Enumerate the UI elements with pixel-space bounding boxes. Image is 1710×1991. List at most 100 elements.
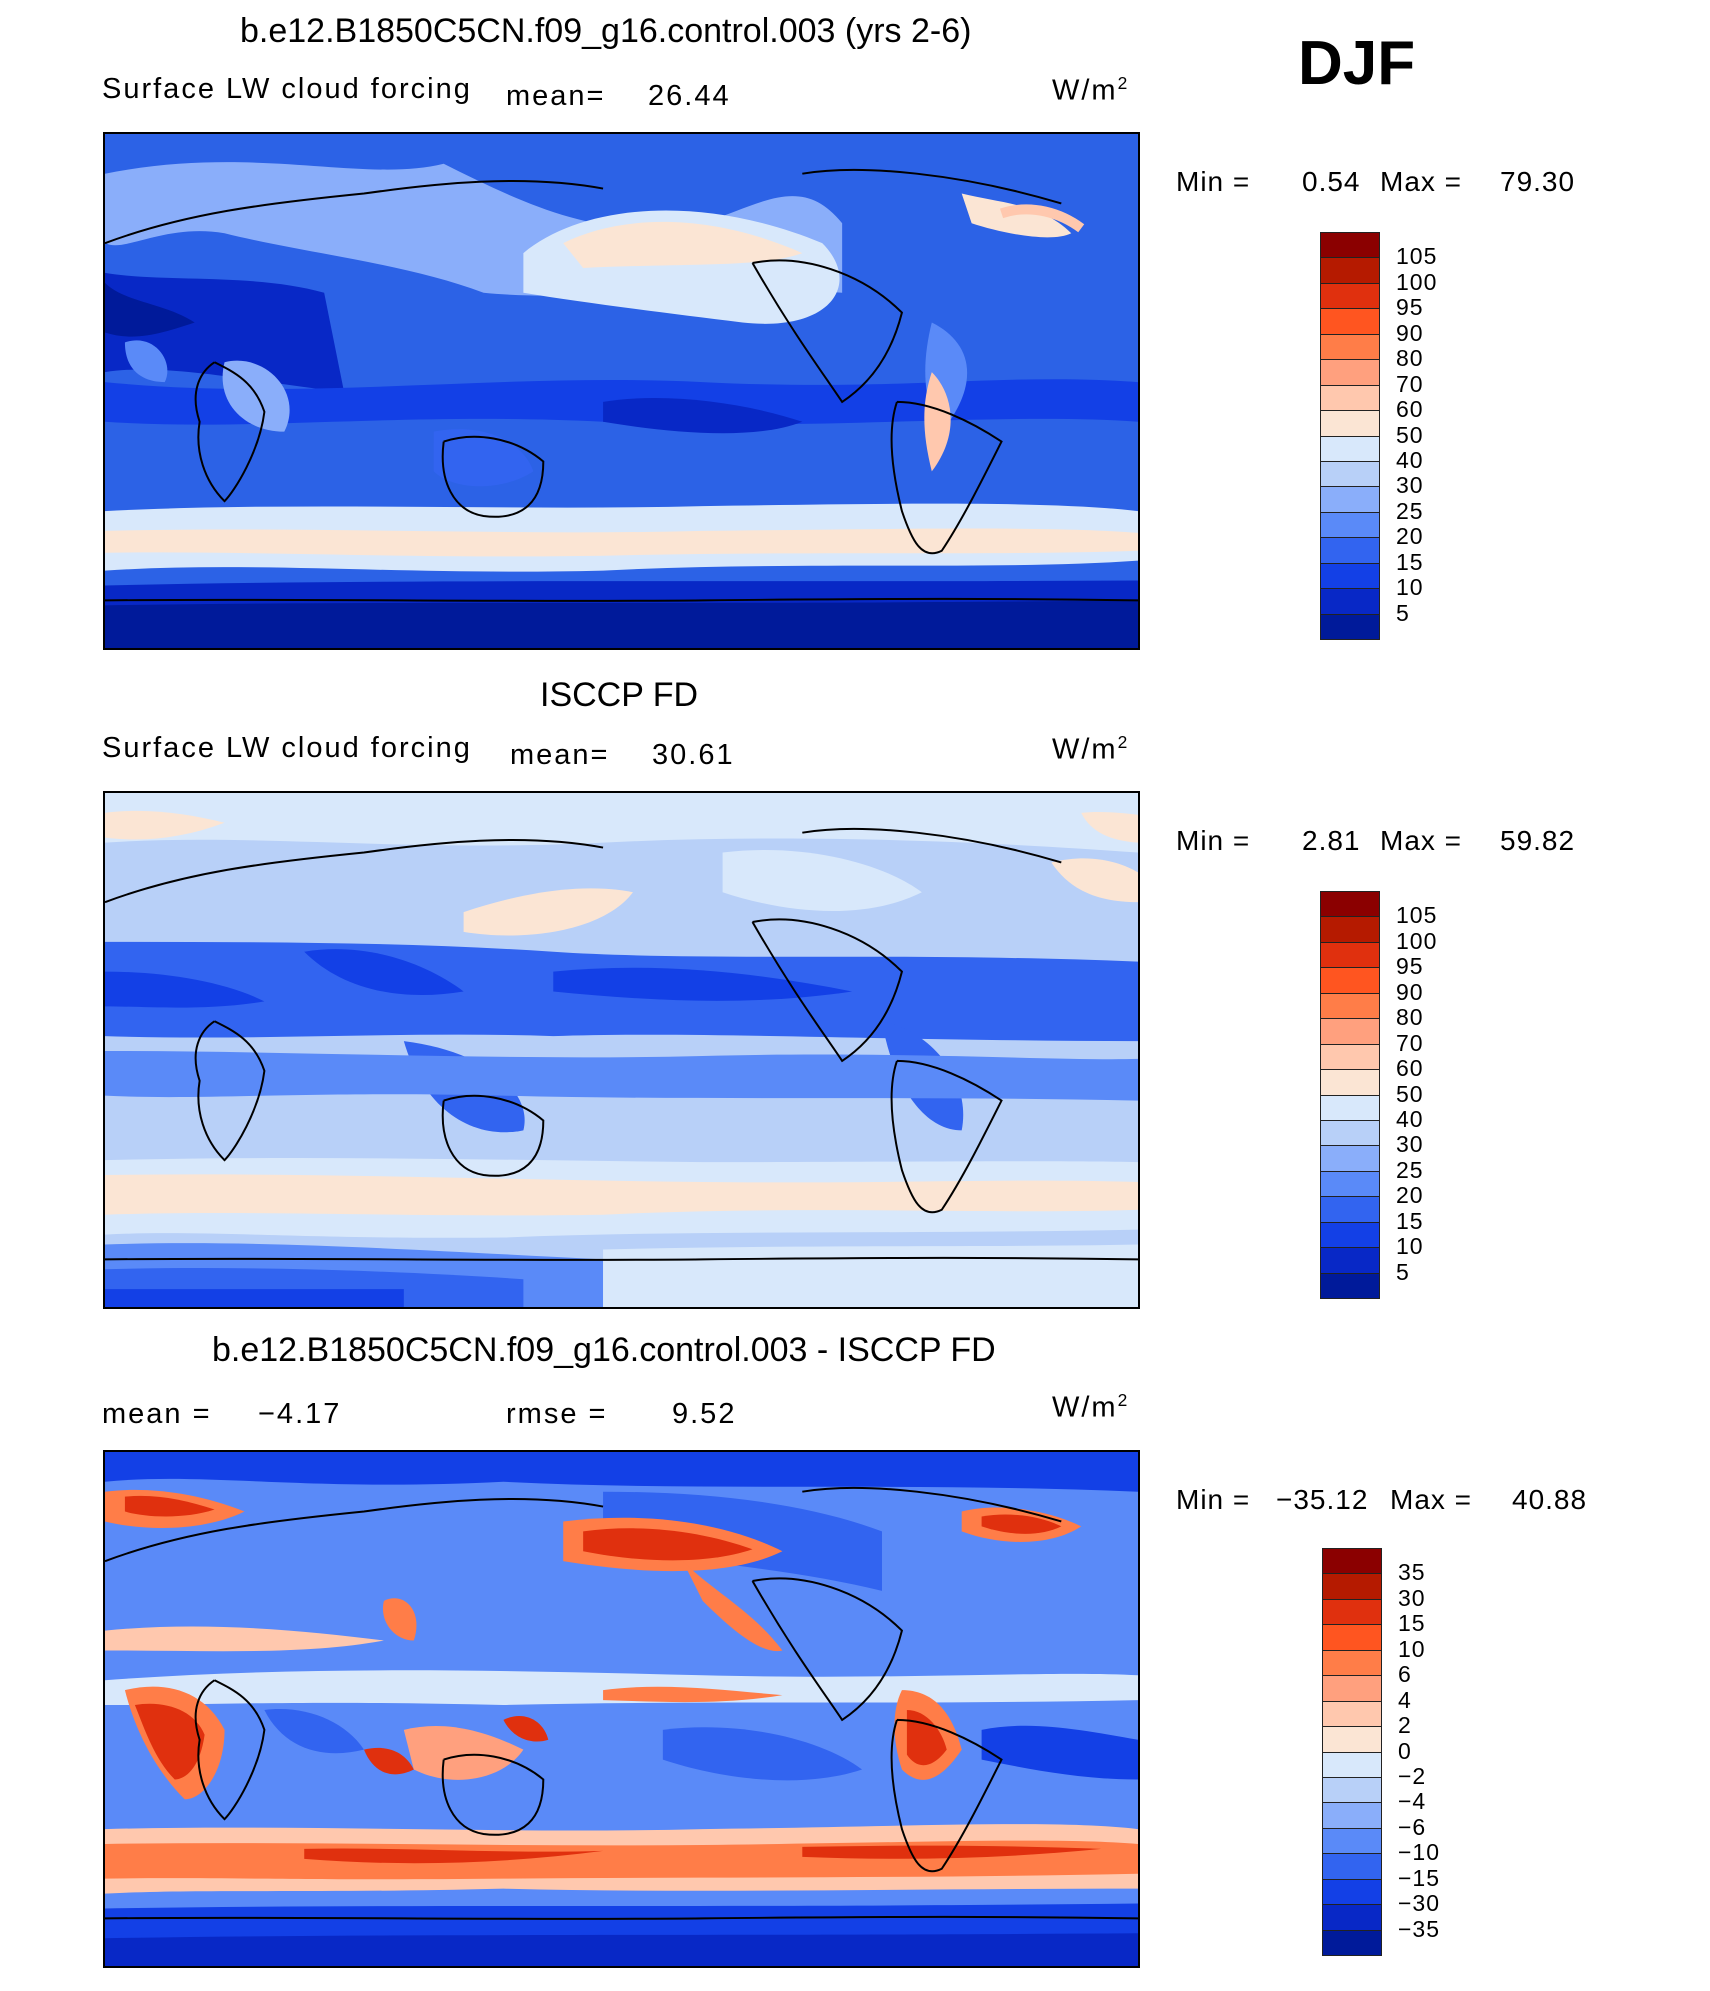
colorbar-swatch — [1320, 1145, 1380, 1172]
colorbar-swatch — [1320, 992, 1380, 1020]
panel1-map-svg — [105, 134, 1138, 648]
panel3-units: W/m2 — [1052, 1390, 1130, 1424]
panel1-colorbar: 105 100 95 90 80 70 60 50 40 30 25 20 15 10 5 — [1320, 232, 1436, 640]
colorbar-swatch — [1320, 613, 1380, 640]
panel2-max-label: Max = — [1380, 825, 1463, 856]
colorbar-tick-label: 20 — [1396, 1182, 1424, 1209]
panel3-title: b.e12.B1850C5CN.f09_g16.control.003 - IS… — [212, 1331, 996, 1369]
colorbar-swatch — [1322, 1853, 1382, 1880]
colorbar-swatch — [1320, 1069, 1380, 1096]
colorbar-swatch — [1320, 1119, 1380, 1147]
colorbar-swatch — [1320, 359, 1380, 386]
colorbar-tick-label: −6 — [1398, 1813, 1427, 1840]
colorbar-tick-label: 105 — [1396, 243, 1438, 270]
colorbar-swatch — [1320, 1043, 1380, 1071]
panel3-min-label: Min = — [1176, 1484, 1251, 1515]
colorbar-swatch — [1322, 1726, 1382, 1753]
colorbar-swatch — [1320, 282, 1380, 310]
colorbar-tick-label: −35 — [1398, 1915, 1441, 1942]
colorbar-swatch — [1322, 1548, 1382, 1575]
panel2-map-svg — [105, 793, 1138, 1307]
colorbar-swatch — [1322, 1675, 1382, 1702]
colorbar-swatch — [1320, 1094, 1380, 1121]
panel2-map — [103, 791, 1140, 1309]
colorbar-tick-label: 35 — [1398, 1559, 1426, 1586]
colorbar-swatch — [1322, 1700, 1382, 1728]
colorbar-tick-label: −30 — [1398, 1890, 1441, 1917]
panel1-max-label: Max = — [1380, 166, 1463, 197]
colorbar-tick-label: 80 — [1396, 1004, 1424, 1031]
colorbar-tick-label: 95 — [1396, 294, 1424, 321]
colorbar-swatch — [1322, 1878, 1382, 1906]
colorbar-swatch — [1320, 1221, 1380, 1249]
colorbar-swatch — [1320, 1196, 1380, 1223]
colorbar-tick-label: 70 — [1396, 1029, 1424, 1056]
panel2-variable: Surface LW cloud forcing — [102, 732, 472, 764]
colorbar-tick-label: 6 — [1398, 1661, 1412, 1688]
panel3-rmse-value: 9.52 — [672, 1398, 737, 1430]
colorbar-tick-label: 4 — [1398, 1686, 1412, 1713]
panel3-max-value: 40.88 — [1512, 1484, 1588, 1515]
panel1-variable: Surface LW cloud forcing — [102, 73, 472, 105]
colorbar-tick-label: 30 — [1396, 1131, 1424, 1158]
panel3-map — [103, 1450, 1140, 1968]
panel3-rmse-label: rmse = — [506, 1398, 608, 1430]
colorbar-tick-label: 50 — [1396, 1080, 1424, 1107]
colorbar-swatch — [1320, 916, 1380, 943]
colorbar-swatch — [1320, 333, 1380, 361]
colorbar-tick-label: 40 — [1396, 446, 1424, 473]
colorbar-swatch — [1322, 1904, 1382, 1931]
colorbar-tick-label: 80 — [1396, 345, 1424, 372]
colorbar-tick-label: 60 — [1396, 396, 1424, 423]
colorbar-swatch — [1322, 1649, 1382, 1677]
colorbar-swatch — [1320, 410, 1380, 437]
panel1-min-label: Min = — [1176, 166, 1251, 197]
colorbar-tick-label: 50 — [1396, 421, 1424, 448]
colorbar-tick-label: 100 — [1396, 927, 1438, 954]
panel2-max-value: 59.82 — [1500, 825, 1576, 856]
colorbar-tick-label: 40 — [1396, 1105, 1424, 1132]
colorbar-swatch — [1320, 460, 1380, 488]
colorbar-swatch — [1320, 1272, 1380, 1299]
colorbar-swatch — [1322, 1573, 1382, 1600]
colorbar-tick-label: 90 — [1396, 319, 1424, 346]
colorbar-tick-label: 15 — [1396, 548, 1424, 575]
colorbar-swatch — [1322, 1624, 1382, 1651]
panel2-mean-label: mean= — [510, 739, 610, 771]
colorbar-tick-label: 5 — [1396, 599, 1410, 626]
colorbar-tick-label: 2 — [1398, 1712, 1412, 1739]
colorbar-swatch — [1320, 941, 1380, 969]
colorbar-tick-label: 15 — [1398, 1610, 1426, 1637]
colorbar-tick-label: 20 — [1396, 523, 1424, 550]
colorbar-swatch — [1320, 257, 1380, 284]
colorbar-tick-label: −2 — [1398, 1762, 1427, 1789]
panel2-colorbar: 105 100 95 90 80 70 60 50 40 30 25 20 15 10 5 — [1320, 891, 1436, 1299]
colorbar-tick-label: −15 — [1398, 1864, 1441, 1891]
panel1-mean-label: mean= — [506, 80, 606, 112]
panel3-min-value: −35.12 — [1276, 1484, 1369, 1515]
colorbar-tick-label: −4 — [1398, 1788, 1427, 1815]
colorbar-swatch — [1320, 891, 1380, 918]
colorbar-tick-label: 30 — [1398, 1584, 1426, 1611]
panel2-units: W/m2 — [1052, 732, 1130, 766]
colorbar-swatch — [1320, 1247, 1380, 1274]
colorbar-swatch — [1320, 967, 1380, 994]
panel2-title: ISCCP FD — [540, 676, 699, 714]
panel3-map-svg — [105, 1452, 1138, 1966]
colorbar-tick-label: 25 — [1396, 497, 1424, 524]
colorbar-tick-label: 105 — [1396, 902, 1438, 929]
colorbar-swatch — [1320, 486, 1380, 513]
panel3-colorbar: 35 30 15 10 6 4 2 0 −2 −4 −6 −10 −15 −30 −35 — [1322, 1548, 1439, 1956]
panel2-min-value: 2.81 — [1302, 825, 1361, 856]
colorbar-swatch — [1320, 588, 1380, 615]
colorbar-tick-label: 60 — [1396, 1055, 1424, 1082]
panel3-max-label: Max = — [1390, 1484, 1473, 1515]
colorbar-swatch — [1320, 1170, 1380, 1198]
panel3-mean-value: −4.17 — [258, 1398, 342, 1430]
colorbar-tick-label: −10 — [1398, 1839, 1441, 1866]
panel2-min-label: Min = — [1176, 825, 1251, 856]
colorbar-tick-label: 90 — [1396, 978, 1424, 1005]
colorbar-swatch — [1322, 1598, 1382, 1626]
panel1-map — [103, 132, 1140, 650]
panel1-title: b.e12.B1850C5CN.f09_g16.control.003 (yrs… — [240, 12, 972, 50]
